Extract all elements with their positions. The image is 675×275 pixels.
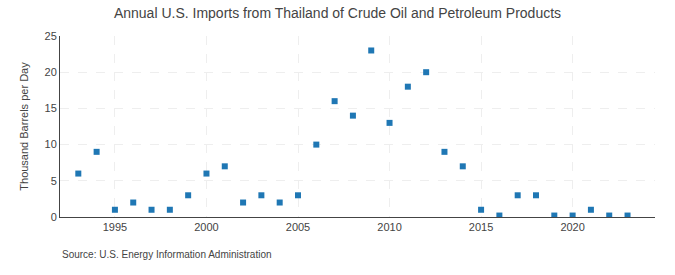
svg-text:10: 10: [45, 138, 57, 150]
svg-text:2020: 2020: [560, 221, 584, 233]
svg-text:Thousand Barrels per Day: Thousand Barrels per Day: [18, 62, 30, 191]
svg-text:2015: 2015: [469, 221, 493, 233]
svg-text:2000: 2000: [194, 221, 218, 233]
svg-text:25: 25: [45, 30, 57, 42]
svg-text:5: 5: [51, 175, 57, 187]
svg-text:0: 0: [51, 211, 57, 223]
svg-text:Source: U.S. Energy Informatio: Source: U.S. Energy Information Administ…: [62, 249, 272, 260]
svg-text:15: 15: [45, 102, 57, 114]
svg-text:Annual U.S. Imports from Thail: Annual U.S. Imports from Thailand of Cru…: [114, 5, 561, 21]
svg-text:1995: 1995: [103, 221, 127, 233]
svg-text:20: 20: [45, 66, 57, 78]
svg-text:2005: 2005: [286, 221, 310, 233]
svg-text:2010: 2010: [377, 221, 401, 233]
